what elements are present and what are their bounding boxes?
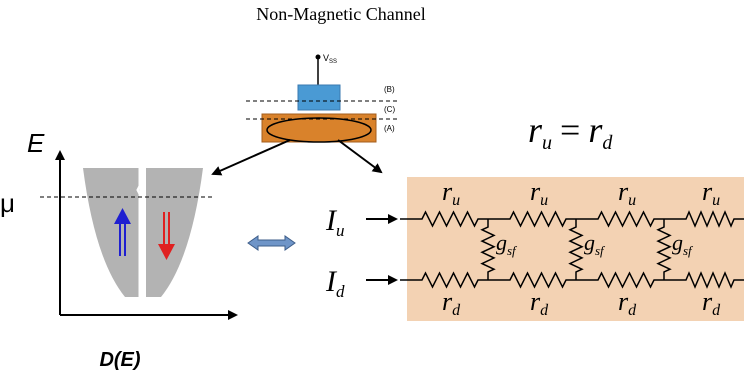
density-of-states-plot: E μ D(E): [0, 128, 236, 371]
energy-axis-label: E: [27, 128, 45, 158]
layer-label-c: (C): [384, 105, 395, 114]
dos-axis-label: D(E): [99, 349, 140, 371]
spin-down-current-label: Id: [325, 265, 345, 301]
spin-up-current-label: Iu: [325, 204, 345, 240]
equivalence-arrow-icon: [248, 236, 295, 250]
arrow-to-dos: [213, 140, 290, 174]
device-stack: VSS (B) (C) (A): [213, 53, 398, 174]
layer-label-b: (B): [384, 85, 395, 94]
layer-label-a: (A): [384, 124, 395, 133]
top-contact: [298, 85, 340, 110]
diagram-title: Non-Magnetic Channel: [256, 4, 425, 24]
spin-down-band: [146, 168, 203, 297]
spin-up-band: [83, 168, 140, 297]
arrow-to-circuit: [338, 140, 381, 172]
resistance-equation: ru = rd: [528, 110, 613, 154]
terminal-node: [316, 55, 321, 60]
terminal-label: VSS: [323, 53, 337, 65]
fermi-level-label: μ: [0, 188, 15, 218]
